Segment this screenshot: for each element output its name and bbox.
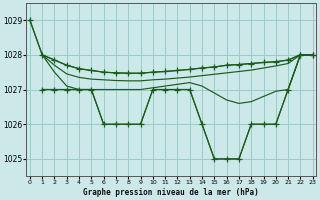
X-axis label: Graphe pression niveau de la mer (hPa): Graphe pression niveau de la mer (hPa) [84, 188, 259, 197]
